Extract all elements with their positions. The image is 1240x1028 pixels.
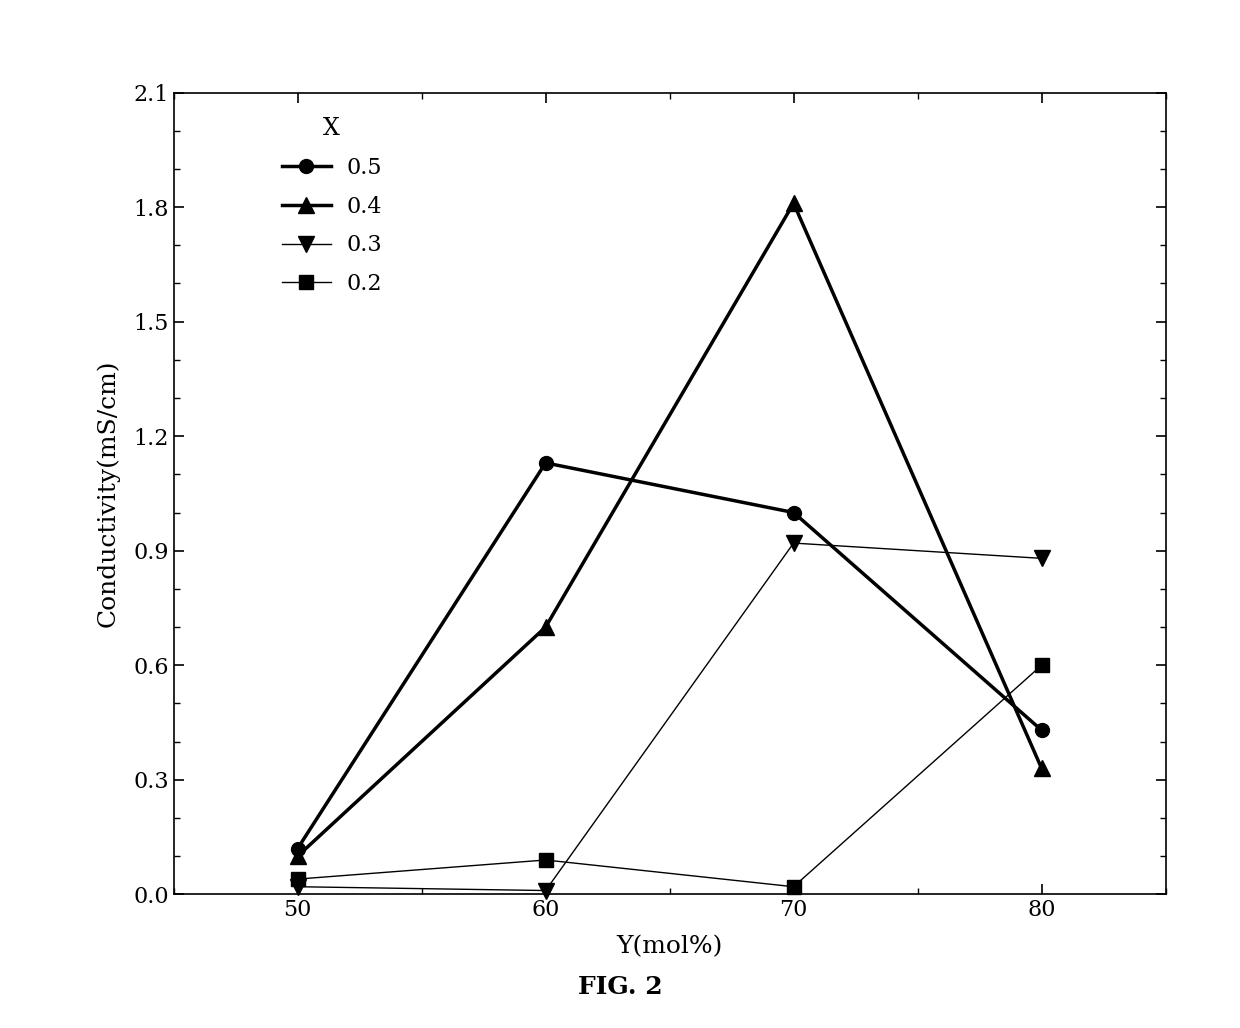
0.5 [786,507,801,519]
0.3 [786,537,801,549]
Text: FIG. 2: FIG. 2 [578,975,662,999]
0.2 [290,873,305,885]
0.4 [1034,762,1049,774]
0.2 [1034,659,1049,671]
Legend: 0.5, 0.4, 0.3, 0.2: 0.5, 0.4, 0.3, 0.2 [273,109,391,304]
Line: 0.3: 0.3 [290,536,1049,898]
0.3 [538,884,553,896]
Line: 0.4: 0.4 [289,195,1050,865]
0.3 [290,881,305,893]
Line: 0.5: 0.5 [290,456,1049,855]
Line: 0.2: 0.2 [290,658,1049,893]
Y-axis label: Conductivity(mS/cm): Conductivity(mS/cm) [95,360,119,627]
0.2 [786,881,801,893]
0.3 [1034,552,1049,564]
0.4 [538,621,553,633]
0.2 [538,854,553,867]
X-axis label: Y(mol%): Y(mol%) [616,935,723,958]
0.5 [538,456,553,469]
0.4 [786,197,801,210]
0.4 [290,850,305,862]
0.5 [290,842,305,854]
0.5 [1034,724,1049,736]
